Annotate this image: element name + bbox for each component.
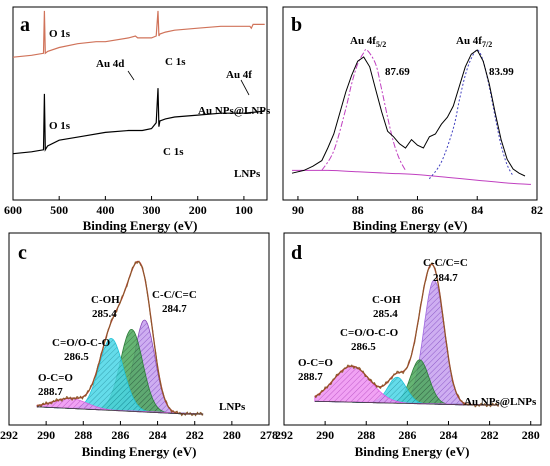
- panel-d-label-au-nps-lnps: Au NPs@LNPs: [464, 396, 537, 408]
- panel-c-label-286-5: 286.5: [64, 351, 89, 363]
- panel-c-x-tick-label: 278: [260, 428, 278, 442]
- panel-b-x-tick-label: 82: [531, 203, 543, 217]
- panel-b-background: [291, 169, 532, 185]
- panel-c: c C-C/C=C 284.7 C-OH 285.4 C=O/O-C-O 286…: [0, 232, 278, 459]
- panel-b-x-axis-title: Binding Energy (eV): [353, 218, 468, 233]
- panel-b-letter: b: [291, 14, 302, 36]
- panel-d: d C-C/C=C 284.7 C-OH 285.4 C=O/O-C-O 286…: [275, 232, 542, 459]
- panel-a-series-au-nps-lnps: [12, 10, 265, 58]
- panel-d-x-tick-label: 284: [439, 428, 457, 442]
- panel-c-label-coh: C-OH: [91, 294, 120, 306]
- panel-a-x-axis-title: Binding Energy (eV): [83, 218, 198, 233]
- panel-a-label-au-nps-lnps: Au NPs@LNPs: [198, 105, 271, 117]
- panel-b-fit-au4f52: [321, 48, 406, 171]
- panel-c-frame: [8, 232, 270, 426]
- panel-a-label-o1s-bottom: O 1s: [49, 120, 71, 132]
- panel-b: b Au 4f5/2 Au 4f7/2 87.69 83.99 90 88 86 84…: [282, 6, 543, 233]
- panel-d-label-284-7: 284.7: [433, 272, 458, 284]
- panel-d-label-coh: C-OH: [372, 294, 401, 306]
- panel-d-label-co: C=O/O-C-O: [340, 327, 399, 339]
- panel-c-background: [36, 406, 204, 415]
- panel-b-x-tick-label: 88: [352, 203, 364, 217]
- panel-a-x-tick-label: 100: [235, 203, 253, 217]
- panel-c-letter: c: [18, 242, 27, 264]
- panel-a-label-c1s-bottom: C 1s: [163, 146, 184, 158]
- panel-c-label-co: C=O/O-C-O: [52, 337, 111, 349]
- panel-d-components: [314, 279, 499, 406]
- panel-d-x-tick-label: 292: [275, 428, 293, 442]
- panel-d-label-cc: C-C/C=C: [423, 257, 468, 269]
- panel-a-x-tick-label: 300: [143, 203, 161, 217]
- panel-d-x-axis-title: Binding Energy (eV): [355, 444, 470, 459]
- panel-a-x-tick-label: 400: [96, 203, 114, 217]
- panel-d-letter: d: [291, 242, 302, 264]
- panel-c-x-tick-label: 286: [111, 428, 129, 442]
- panel-c-label-oco: O-C=O: [38, 372, 73, 384]
- panel-a-x-tick-label: 500: [50, 203, 68, 217]
- panel-d-label-286-5: 286.5: [351, 341, 376, 353]
- panel-a: a O 1s Au 4d C 1s Au 4f Au NPs@LNPs O 1s…: [4, 6, 271, 233]
- panel-b-frame: [282, 6, 538, 201]
- panel-c-label-284-7: 284.7: [162, 303, 187, 315]
- panel-d-label-285-4: 285.4: [373, 308, 398, 320]
- panel-b-label-au4f-72: Au 4f7/2: [456, 35, 492, 49]
- panel-c-raw-spectrum: [36, 260, 204, 417]
- panel-b-label-au4f-52: Au 4f5/2: [350, 35, 386, 49]
- panel-a-label-c1s-top: C 1s: [165, 56, 186, 68]
- panel-b-fit-au4f72: [428, 49, 514, 180]
- panel-c-x-tick-label: 284: [149, 428, 167, 442]
- panel-b-x-tick-label: 84: [471, 203, 483, 217]
- panel-a-x-axis: 600 500 400 300 200 100: [4, 196, 253, 217]
- panel-a-series-lnps: [12, 88, 265, 155]
- panel-d-label-oco: O-C=O: [298, 357, 333, 369]
- panel-a-label-au4d: Au 4d: [96, 58, 124, 70]
- panel-c-x-tick-label: 282: [186, 428, 204, 442]
- panel-d-x-tick-label: 282: [481, 428, 499, 442]
- panel-c-x-tick-label: 290: [37, 428, 55, 442]
- panel-a-x-tick-label: 200: [189, 203, 207, 217]
- panel-b-raw-spectrum: [291, 49, 526, 177]
- panel-d-background: [314, 400, 499, 406]
- panel-d-x-tick-label: 290: [316, 428, 334, 442]
- panel-c-x-axis: 292 290 288 286 284 282 280 278: [0, 421, 278, 442]
- panel-d-frame: [283, 232, 542, 426]
- panel-a-arrow-au4f: [240, 79, 250, 96]
- panel-c-label-288-7: 288.7: [38, 386, 63, 398]
- panel-a-arrow-au4d: [127, 70, 135, 81]
- panel-a-label-o1s-top: O 1s: [49, 28, 71, 40]
- panel-c-x-tick-label: 288: [74, 428, 92, 442]
- panel-b-label-83-99: 83.99: [489, 66, 514, 78]
- panel-d-x-tick-label: 286: [398, 428, 416, 442]
- panel-d-x-tick-label: 280: [522, 428, 540, 442]
- panel-b-x-tick-label: 86: [411, 203, 423, 217]
- panel-a-frame: [12, 6, 268, 201]
- panel-c-label-285-4: 285.4: [92, 308, 117, 320]
- panel-d-x-axis: 292 290 288 286 284 282 280: [275, 421, 540, 442]
- panel-b-label-87-69: 87.69: [385, 66, 410, 78]
- panel-a-x-tick-label: 600: [4, 203, 22, 217]
- panel-c-x-tick-label: 292: [0, 428, 18, 442]
- panel-d-label-288-7: 288.7: [298, 371, 323, 383]
- panel-b-x-tick-label: 90: [292, 203, 304, 217]
- panel-a-label-au4f: Au 4f: [226, 69, 252, 81]
- panel-c-components: [36, 319, 204, 415]
- panel-d-x-tick-label: 288: [357, 428, 375, 442]
- panel-c-x-tick-label: 280: [223, 428, 241, 442]
- panel-a-letter: a: [20, 14, 30, 36]
- panel-c-x-axis-title: Binding Energy (eV): [82, 444, 197, 459]
- panel-b-x-axis: 90 88 86 84 82: [292, 196, 543, 217]
- panel-a-label-lnps: LNPs: [234, 168, 261, 180]
- panel-c-label-lnps: LNPs: [219, 401, 246, 413]
- panel-c-label-cc: C-C/C=C: [152, 289, 197, 301]
